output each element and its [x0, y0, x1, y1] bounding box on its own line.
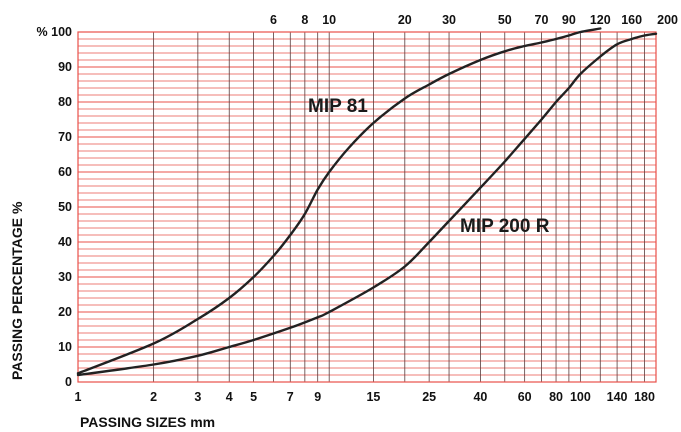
y-tick-label: 10	[58, 340, 72, 354]
x-tick-label-bottom: 9	[314, 390, 321, 404]
x-axis-title: PASSING SIZES mm	[80, 414, 215, 430]
y-tick-label: 70	[58, 130, 72, 144]
x-tick-label-top: 6	[270, 13, 277, 27]
x-tick-label-top: 8	[301, 13, 308, 27]
x-tick-label-bottom: 2	[150, 390, 157, 404]
x-tick-label-top: 200	[657, 13, 678, 27]
x-tick-label-bottom: 1	[75, 390, 82, 404]
series-label-mip-81: MIP 81	[308, 96, 368, 117]
x-tick-label-top: 20	[398, 13, 412, 27]
series-line-mip-81	[76, 27, 602, 375]
x-tick-label-bottom: 5	[250, 390, 257, 404]
y-tick-label: 50	[58, 200, 72, 214]
chart-grid	[77, 31, 657, 383]
x-tick-label-top: 50	[498, 13, 512, 27]
series-line-mip-200-r	[76, 32, 658, 377]
y-tick-label: % 100	[37, 25, 72, 39]
y-tick-label: 40	[58, 235, 72, 249]
x-tick-label-bottom: 7	[287, 390, 294, 404]
x-tick-label-bottom: 140	[607, 390, 628, 404]
y-tick-label: 20	[58, 305, 72, 319]
y-axis-title: PASSING PERCENTAGE %	[9, 201, 25, 380]
x-tick-label-bottom: 40	[473, 390, 487, 404]
x-tick-label-bottom: 100	[570, 390, 591, 404]
x-tick-label-bottom: 4	[226, 390, 233, 404]
y-tick-label: 90	[58, 60, 72, 74]
y-tick-label: 80	[58, 95, 72, 109]
tick-labels: 0 10 20 30 40 50 60 70 80 90 % 100 1 2 3 4 5 7 9 15 25 40 60 8…	[37, 13, 678, 404]
y-tick-label: 0	[65, 375, 72, 389]
x-tick-label-bottom: 3	[194, 390, 201, 404]
series-lines	[76, 27, 658, 377]
x-tick-label-bottom: 60	[518, 390, 532, 404]
x-tick-label-top: 70	[535, 13, 549, 27]
y-tick-label: 60	[58, 165, 72, 179]
x-tick-label-bottom: 15	[366, 390, 380, 404]
x-tick-label-top: 30	[442, 13, 456, 27]
x-tick-label-top: 120	[590, 13, 611, 27]
x-tick-label-top: 160	[621, 13, 642, 27]
x-tick-label-bottom: 80	[549, 390, 563, 404]
x-tick-label-bottom: 180	[634, 390, 655, 404]
plot-frame	[77, 31, 657, 383]
x-tick-label-top: 90	[562, 13, 576, 27]
series-label-mip-200-r: MIP 200 R	[460, 216, 550, 237]
y-tick-label: 30	[58, 270, 72, 284]
x-tick-label-top: 10	[322, 13, 336, 27]
x-tick-label-bottom: 25	[422, 390, 436, 404]
